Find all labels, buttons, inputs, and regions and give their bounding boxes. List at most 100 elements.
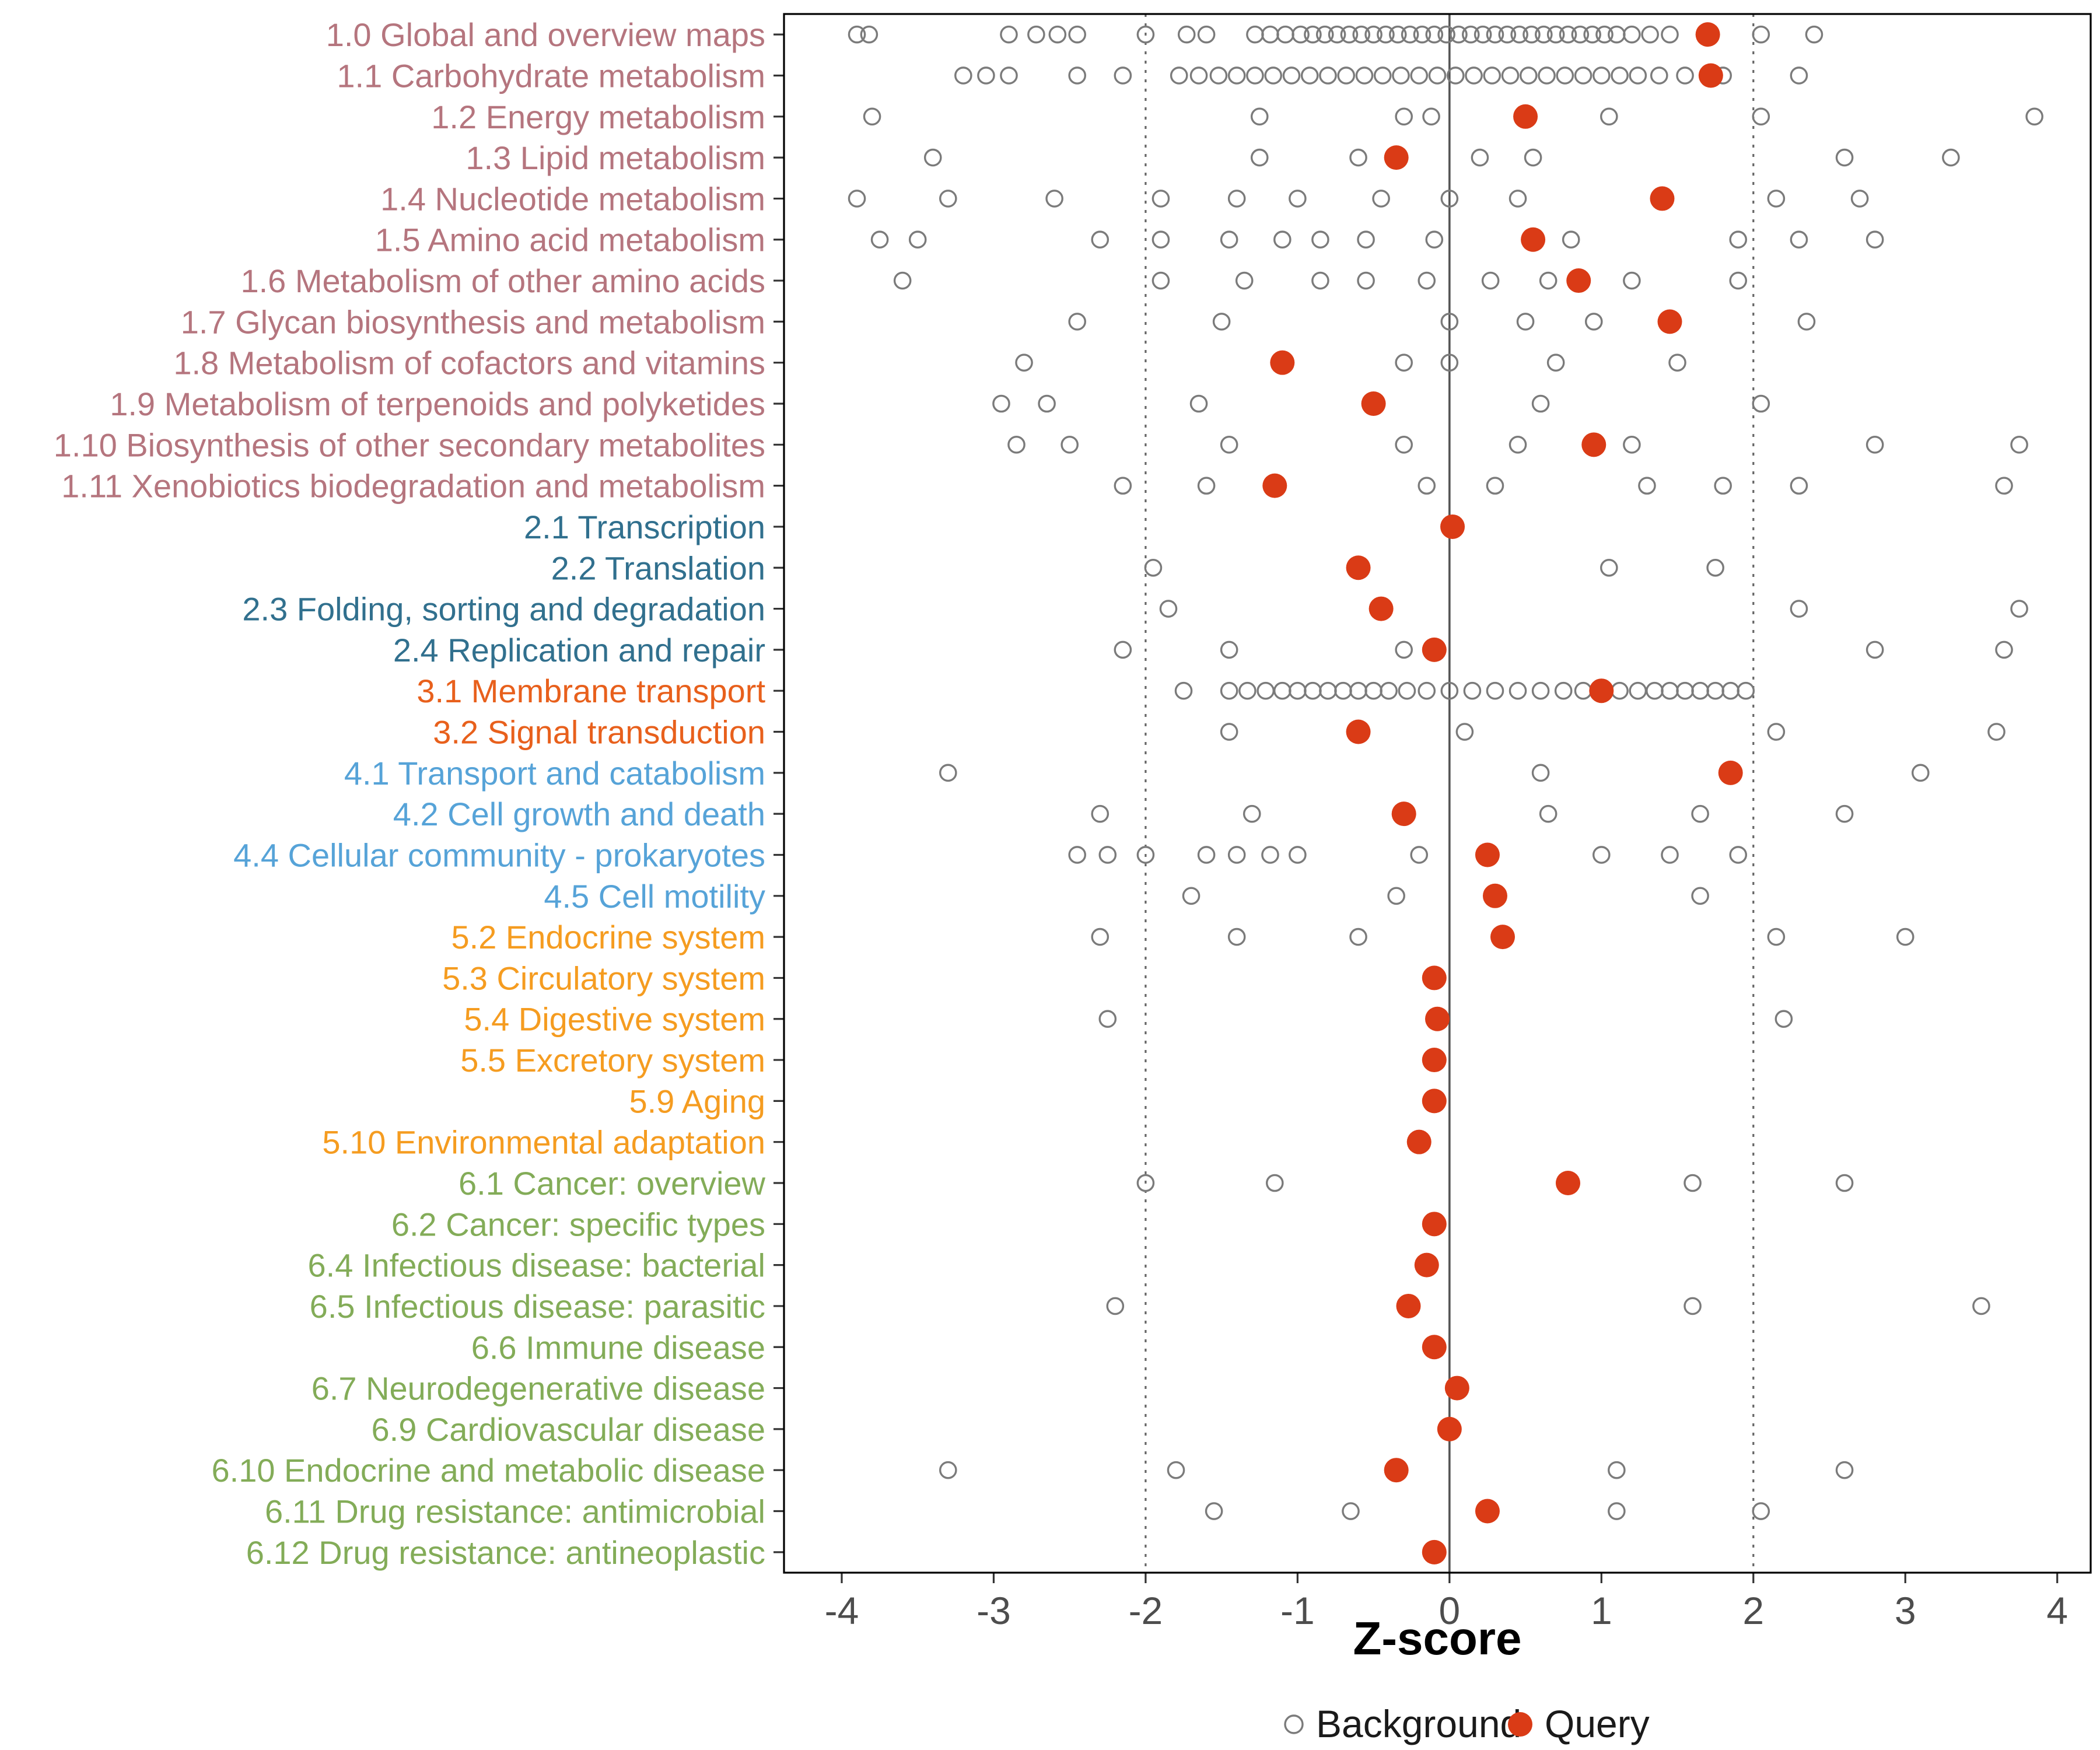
category-label: 6.12 Drug resistance: antineoplastic [246, 1534, 765, 1571]
background-point [1972, 1297, 1990, 1315]
query-point [1657, 309, 1682, 334]
query-point [1695, 22, 1720, 47]
category-label: 6.7 Neurodegenerative disease [312, 1370, 765, 1407]
background-point [1220, 723, 1238, 741]
background-point [1212, 313, 1231, 331]
background-point [1422, 107, 1440, 126]
background-point [1349, 928, 1367, 946]
query-point [1422, 1335, 1447, 1360]
background-point [1574, 66, 1592, 85]
category-label: 6.9 Cardiovascular disease [372, 1411, 765, 1448]
background-point [1805, 25, 1824, 44]
legend-background-label: Background [1316, 1702, 1521, 1745]
background-point [2010, 600, 2028, 618]
query-point [1490, 925, 1515, 950]
background-point [870, 230, 889, 249]
x-tick-label: 3 [1895, 1589, 1916, 1632]
background-point [1729, 271, 1748, 290]
background-point [1595, 25, 1614, 44]
category-label: 5.10 Environmental adaptation [322, 1124, 765, 1161]
query-point [1698, 63, 1723, 88]
background-point [1136, 846, 1155, 864]
background-point [1170, 66, 1188, 85]
background-point [1000, 66, 1018, 85]
category-label: 3.2 Signal transduction [433, 714, 765, 751]
background-point [1189, 394, 1208, 413]
background-point [1068, 66, 1086, 85]
background-point [1446, 66, 1465, 85]
background-point [1583, 25, 1601, 44]
category-label: 1.11 Xenobiotics biodegradation and meta… [61, 468, 765, 505]
query-point [1422, 1048, 1447, 1073]
background-point [1238, 681, 1256, 700]
query-point [1396, 1293, 1421, 1318]
background-point [1337, 66, 1356, 85]
background-point [1425, 230, 1444, 249]
background-point [1531, 394, 1550, 413]
background-point [1357, 230, 1375, 249]
background-point [1519, 66, 1538, 85]
background-point [1197, 477, 1216, 495]
background-point [1342, 1502, 1360, 1520]
background-point [1539, 804, 1558, 823]
query-point [1475, 842, 1500, 867]
background-point [1440, 190, 1459, 208]
background-point [1418, 477, 1436, 495]
background-point [1440, 681, 1459, 700]
category-label: 1.8 Metabolism of cofactors and vitamins [173, 345, 765, 382]
background-point [1995, 477, 2013, 495]
category-label: 2.3 Folding, sorting and degradation [242, 591, 765, 628]
query-point [1650, 186, 1675, 211]
background-point [1896, 928, 1915, 946]
legend-query-point-icon [1508, 1712, 1532, 1737]
query-point [1521, 227, 1546, 252]
background-point [1486, 477, 1504, 495]
background-point [1486, 681, 1504, 700]
background-point [1729, 846, 1748, 864]
background-point [1304, 25, 1322, 44]
query-point [1270, 350, 1295, 375]
background-point [893, 271, 912, 290]
background-point [1942, 148, 1960, 167]
background-point [1752, 394, 1770, 413]
background-point [1098, 846, 1117, 864]
background-point [1463, 681, 1482, 700]
background-point [1091, 230, 1110, 249]
query-point [1718, 760, 1743, 785]
background-point [1455, 723, 1474, 741]
background-point [1714, 477, 1732, 495]
background-point [1531, 681, 1550, 700]
legend-query-label: Query [1545, 1702, 1650, 1745]
background-point [1425, 25, 1444, 44]
background-point [1395, 107, 1413, 126]
category-label: 5.2 Endocrine system [452, 919, 765, 956]
background-point [1027, 25, 1045, 44]
background-point [1250, 148, 1269, 167]
background-point [1395, 640, 1413, 659]
background-point [1592, 846, 1611, 864]
category-label: 2.1 Transcription [524, 509, 765, 545]
background-point [1227, 66, 1246, 85]
background-point [1227, 190, 1246, 208]
category-label: 6.4 Infectious disease: bacterial [308, 1247, 765, 1284]
background-point [1706, 558, 1724, 577]
background-point [1641, 25, 1659, 44]
background-point [939, 190, 957, 208]
background-point [1623, 271, 1641, 290]
background-point [1380, 681, 1398, 700]
category-label: 6.1 Cancer: overview [459, 1165, 766, 1202]
background-point [1152, 230, 1170, 249]
background-point [1401, 25, 1419, 44]
background-point [1501, 66, 1520, 85]
background-point [1790, 230, 1808, 249]
background-point [1015, 354, 1033, 372]
query-point [1556, 1171, 1580, 1195]
x-tick-label: -3 [977, 1589, 1011, 1632]
background-point [1114, 640, 1132, 659]
background-point [1189, 66, 1208, 85]
background-point [1465, 66, 1483, 85]
query-point [1346, 555, 1371, 580]
background-point [1790, 66, 1808, 85]
background-point [1554, 681, 1573, 700]
background-point [1410, 846, 1429, 864]
